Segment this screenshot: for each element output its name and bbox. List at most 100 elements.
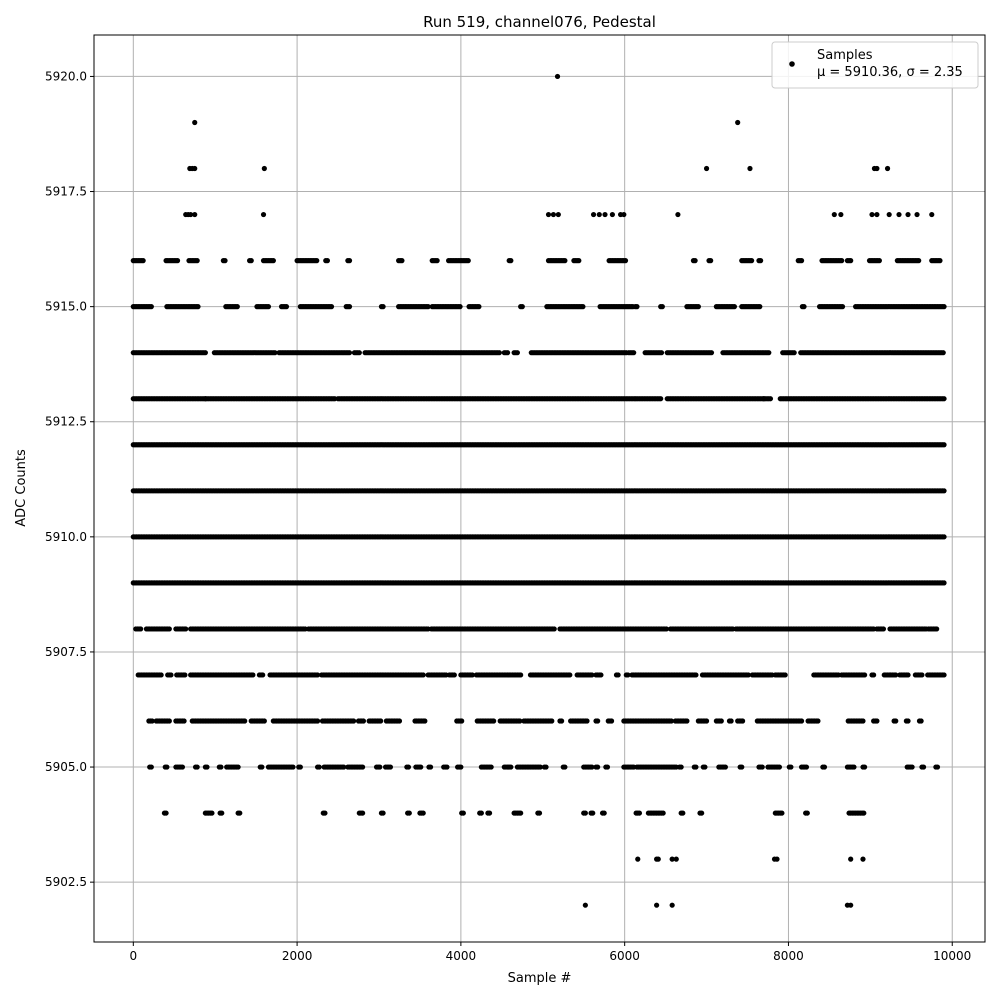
data-point	[934, 626, 940, 632]
data-point	[740, 718, 746, 724]
data-point	[316, 764, 322, 770]
data-point	[774, 856, 780, 862]
data-point	[555, 211, 561, 218]
data-point	[576, 258, 582, 264]
data-point	[188, 211, 194, 218]
data-point	[562, 764, 568, 770]
data-point	[929, 211, 935, 218]
data-point	[655, 856, 661, 862]
data-point	[718, 718, 724, 724]
data-point	[202, 350, 208, 356]
chart-title: Run 519, channel076, Pedestal	[423, 13, 656, 31]
data-point	[554, 73, 561, 80]
data-point	[237, 810, 243, 816]
y-ticks-layer: 5902.55905.05907.55910.05912.55915.05917…	[45, 69, 94, 889]
data-point	[248, 258, 254, 264]
data-point	[218, 764, 224, 770]
data-point	[138, 626, 144, 632]
data-point	[749, 258, 755, 264]
data-point	[860, 718, 866, 724]
data-point	[194, 764, 200, 770]
data-point	[766, 350, 772, 356]
data-point	[595, 764, 601, 770]
legend-stats-label: μ = 5910.36, σ = 2.35	[817, 65, 963, 80]
data-point	[260, 672, 266, 678]
data-point	[702, 764, 708, 770]
data-point	[595, 718, 601, 724]
data-point	[406, 810, 412, 816]
data-point	[658, 396, 664, 402]
data-point	[140, 258, 146, 264]
data-point	[478, 810, 484, 816]
data-point	[192, 211, 198, 218]
data-point	[297, 764, 303, 770]
data-point	[767, 396, 774, 402]
data-point	[941, 396, 947, 402]
data-point	[242, 718, 248, 724]
data-point	[874, 718, 880, 724]
x-tick-label: 4000	[446, 949, 477, 963]
data-point	[673, 856, 679, 862]
data-points-layer	[130, 73, 947, 908]
data-point	[722, 764, 729, 770]
data-point	[791, 350, 797, 356]
data-point	[941, 672, 947, 678]
data-point	[163, 810, 169, 816]
data-point	[693, 764, 699, 770]
data-point	[848, 258, 854, 264]
data-point	[259, 764, 265, 770]
data-point	[937, 258, 943, 264]
data-point	[598, 672, 604, 678]
data-point	[804, 810, 810, 816]
data-point	[399, 258, 405, 264]
data-point	[874, 165, 880, 172]
legend-marker	[789, 61, 795, 67]
data-point	[680, 810, 686, 816]
y-tick-label: 5907.5	[45, 645, 87, 659]
data-point	[916, 258, 922, 264]
data-point	[182, 672, 188, 678]
data-point	[148, 764, 154, 770]
data-point	[536, 810, 543, 816]
data-point	[608, 718, 615, 724]
data-point	[519, 304, 525, 310]
data-point	[941, 442, 947, 448]
data-point	[418, 764, 424, 770]
data-point	[776, 764, 783, 770]
data-point	[420, 672, 426, 678]
data-point	[181, 718, 187, 724]
data-point	[779, 810, 785, 816]
data-point	[695, 304, 701, 310]
y-tick-label: 5902.5	[45, 875, 87, 889]
data-point	[918, 718, 924, 724]
data-point	[869, 211, 875, 218]
data-point	[660, 810, 666, 816]
data-point	[602, 211, 608, 218]
data-point	[422, 718, 428, 724]
data-point	[514, 350, 520, 356]
data-point	[346, 258, 353, 264]
data-point	[896, 211, 902, 218]
data-point	[360, 718, 367, 724]
data-point	[934, 764, 941, 770]
data-point	[427, 764, 434, 770]
data-point	[803, 764, 810, 770]
data-point	[272, 350, 278, 356]
data-point	[675, 211, 681, 218]
data-point	[183, 626, 189, 632]
data-point	[250, 672, 256, 678]
data-point	[914, 211, 920, 218]
x-axis-label: Sample #	[508, 971, 572, 986]
data-point	[559, 718, 565, 724]
data-point	[192, 165, 198, 172]
data-point	[518, 810, 524, 816]
legend: Samples μ = 5910.36, σ = 2.35	[771, 41, 979, 89]
data-point	[703, 165, 710, 172]
x-tick-label: 2000	[282, 949, 313, 963]
data-point	[876, 258, 882, 264]
data-point	[270, 258, 276, 264]
x-tick-label: 6000	[609, 949, 640, 963]
x-tick-label: 8000	[773, 949, 804, 963]
data-point	[880, 626, 887, 632]
data-point	[508, 764, 514, 770]
